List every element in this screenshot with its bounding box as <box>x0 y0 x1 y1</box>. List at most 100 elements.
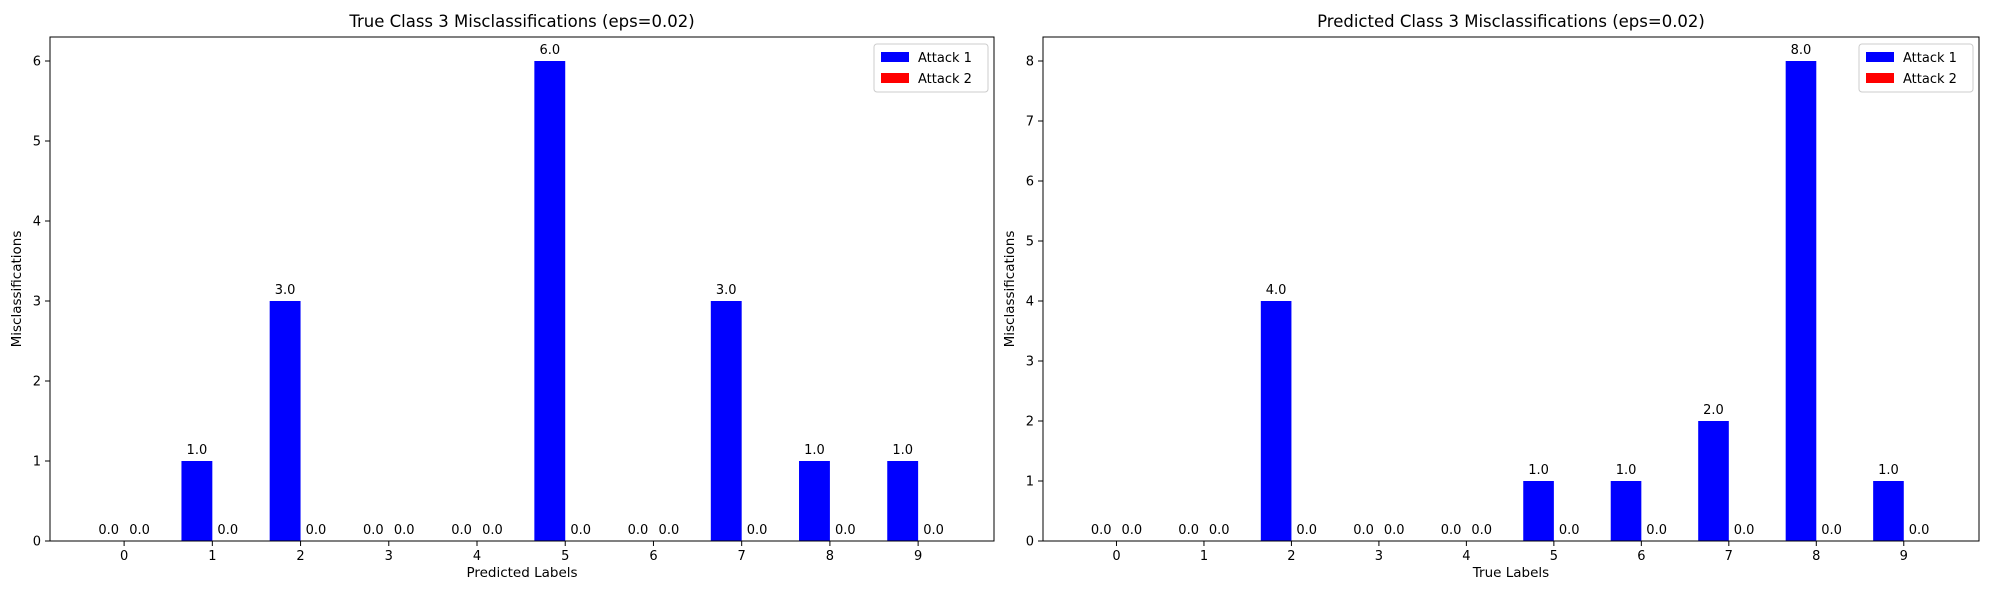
x-tick-label: 1 <box>208 549 216 564</box>
data-label: 0.0 <box>923 523 944 538</box>
data-label: 2.0 <box>1703 403 1724 418</box>
x-tick-label: 9 <box>1900 549 1908 564</box>
x-tick-label: 6 <box>1637 549 1645 564</box>
data-label: 1.0 <box>1528 463 1549 478</box>
x-tick-label: 3 <box>1375 549 1383 564</box>
x-tick-label: 2 <box>1287 549 1295 564</box>
legend-label: Attack 2 <box>1903 72 1957 87</box>
data-label: 0.0 <box>1909 523 1930 538</box>
data-label: 0.0 <box>747 523 768 538</box>
data-label: 1.0 <box>1878 463 1899 478</box>
bar-attack-1 <box>710 301 742 541</box>
x-tick-label: 8 <box>826 549 834 564</box>
data-label: 0.0 <box>1091 523 1112 538</box>
data-label: 8.0 <box>1791 43 1812 58</box>
data-label: 0.0 <box>129 523 150 538</box>
legend-swatch <box>1866 73 1894 83</box>
data-label: 0.0 <box>1734 523 1755 538</box>
legend-swatch <box>1866 52 1894 62</box>
y-tick-label: 4 <box>33 215 41 230</box>
bar-attack-1 <box>269 301 301 541</box>
bar-attack-1 <box>1698 421 1729 541</box>
data-label: 1.0 <box>892 443 913 458</box>
x-tick-label: 9 <box>914 549 922 564</box>
data-label: 0.0 <box>1121 523 1142 538</box>
x-tick-label: 6 <box>649 549 657 564</box>
y-tick-label: 8 <box>1026 55 1034 70</box>
bar-attack-1 <box>1873 481 1904 541</box>
y-tick-label: 3 <box>1026 355 1034 370</box>
x-tick-label: 3 <box>385 549 393 564</box>
data-label: 3.0 <box>716 283 737 298</box>
data-label: 0.0 <box>628 523 649 538</box>
y-axis-label: Misclassifications <box>1002 231 1018 348</box>
x-tick-label: 4 <box>1462 549 1470 564</box>
data-label: 0.0 <box>363 523 384 538</box>
bar-attack-1 <box>887 461 919 541</box>
x-tick-label: 4 <box>473 549 481 564</box>
data-label: 0.0 <box>570 523 591 538</box>
y-tick-label: 4 <box>1026 295 1034 310</box>
y-axis-label: Misclassifications <box>9 231 25 348</box>
bar-attack-1 <box>1785 61 1817 541</box>
bar-attack-1 <box>534 61 566 541</box>
data-label: 0.0 <box>451 523 472 538</box>
y-tick-label: 0 <box>1026 535 1034 550</box>
x-tick-label: 0 <box>1112 549 1120 564</box>
bar-attack-1 <box>181 461 213 541</box>
data-label: 0.0 <box>394 523 415 538</box>
legend-swatch <box>881 73 909 83</box>
data-label: 0.0 <box>1384 523 1405 538</box>
bar-attack-1 <box>799 461 830 541</box>
chart-panel-1: 0.01.03.00.0 0.06.00.03.01.0 1.00.0 0.0 0.0 0… <box>9 12 995 581</box>
chart-title: True Class 3 Misclassifications (eps=0.0… <box>348 12 694 31</box>
legend-label: Attack 2 <box>918 72 972 87</box>
y-tick-label: 6 <box>1026 175 1034 190</box>
x-axis-label: True Labels <box>1472 565 1549 581</box>
data-label: 4.0 <box>1266 283 1287 298</box>
x-tick-label: 5 <box>561 549 569 564</box>
x-tick-label: 1 <box>1200 549 1208 564</box>
data-label: 0.0 <box>98 523 119 538</box>
bar-attack-1 <box>1610 481 1642 541</box>
data-label: 0.0 <box>1646 523 1667 538</box>
chart-panel-2: 0.0 0.04.00.0 0.01.0 1.02.08.01.00.0 0.0 0.0 0… <box>1002 12 1980 581</box>
x-tick-label: 2 <box>296 549 304 564</box>
x-tick-label: 7 <box>738 549 746 564</box>
data-label: 0.0 <box>835 523 856 538</box>
legend-label: Attack 1 <box>918 51 972 66</box>
bar-attack-1 <box>1260 301 1292 541</box>
data-label: 0.0 <box>1821 523 1842 538</box>
y-tick-label: 7 <box>1026 115 1034 130</box>
data-label: 3.0 <box>275 283 296 298</box>
data-label: 0.0 <box>1296 523 1317 538</box>
data-label: 0.0 <box>1471 523 1492 538</box>
x-axis-label: Predicted Labels <box>466 565 577 581</box>
y-tick-label: 2 <box>33 375 41 390</box>
legend-label: Attack 1 <box>1903 51 1957 66</box>
data-label: 0.0 <box>1559 523 1580 538</box>
y-tick-label: 5 <box>33 135 41 150</box>
y-tick-label: 1 <box>33 455 41 470</box>
x-tick-label: 5 <box>1550 549 1558 564</box>
data-label: 0.0 <box>306 523 327 538</box>
data-label: 0.0 <box>1353 523 1374 538</box>
y-tick-label: 5 <box>1026 235 1034 250</box>
plot-frame <box>49 36 995 542</box>
x-tick-label: 8 <box>1812 549 1820 564</box>
data-label: 1.0 <box>804 443 825 458</box>
legend: Attack 1 Attack 2 <box>873 43 989 93</box>
chart-title: Predicted Class 3 Misclassifications (ep… <box>1317 12 1705 31</box>
y-tick-label: 2 <box>1026 415 1034 430</box>
data-label: 0.0 <box>217 523 238 538</box>
data-label: 1.0 <box>1616 463 1637 478</box>
x-tick-label: 7 <box>1725 549 1733 564</box>
data-label: 0.0 <box>1209 523 1230 538</box>
bar-attack-1 <box>1523 481 1554 541</box>
data-label: 0.0 <box>1178 523 1199 538</box>
legend: Attack 1 Attack 2 <box>1858 43 1974 93</box>
data-label: 1.0 <box>187 443 208 458</box>
data-label: 0.0 <box>1441 523 1462 538</box>
y-tick-label: 0 <box>33 535 41 550</box>
